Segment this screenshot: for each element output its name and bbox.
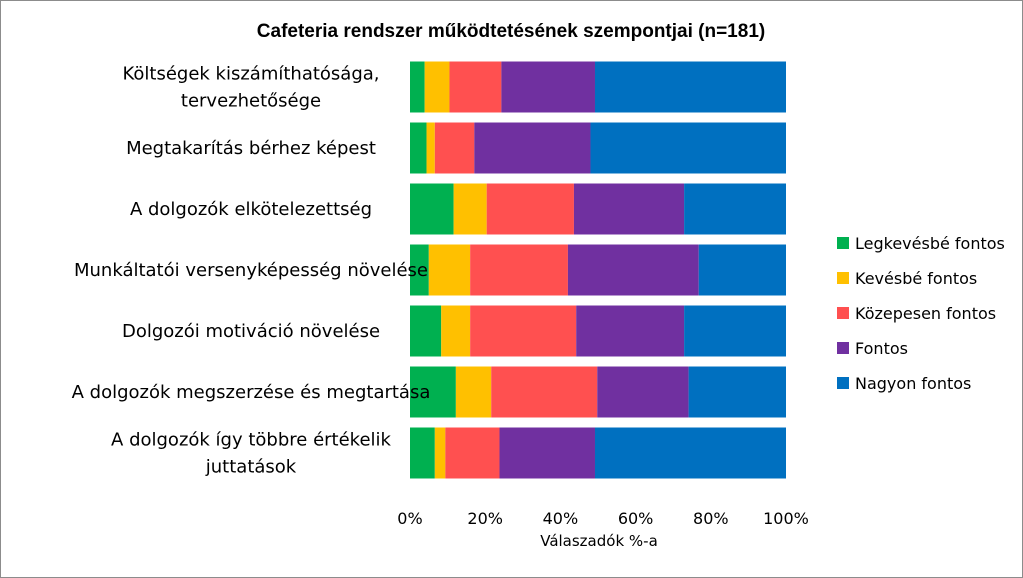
bar-segment-4-3 bbox=[470, 244, 568, 296]
category-label-1-line-1: Költségek kiszámíthatósága, bbox=[122, 64, 379, 85]
x-tick-label-1: 0% bbox=[397, 509, 422, 528]
category-labels: Költségek kiszámíthatósága, tervezhetőség… bbox=[72, 64, 431, 478]
legend-label-2: Kevésbé fontos bbox=[855, 269, 977, 288]
category-label-2: Megtakarítás bérhez képest bbox=[126, 138, 376, 159]
x-tick-label-4: 60% bbox=[618, 509, 654, 528]
bar-segment-7-1 bbox=[410, 427, 435, 479]
bar-segment-6-1 bbox=[410, 366, 456, 418]
bar-segment-2-3 bbox=[434, 122, 475, 174]
bar-segment-1-1 bbox=[410, 61, 425, 113]
category-label-4: Munkáltatói versenyképesség növelése bbox=[74, 260, 428, 281]
bar-segment-2-1 bbox=[410, 122, 427, 174]
bar-segment-6-5 bbox=[688, 366, 786, 418]
bar-segment-4-4 bbox=[567, 244, 699, 296]
category-label-6: A dolgozók megszerzése és megtartása bbox=[72, 382, 431, 403]
bar-segment-1-3 bbox=[449, 61, 502, 113]
category-label-7-line-2: juttatások bbox=[205, 457, 297, 478]
legend-label-3: Közepesen fontos bbox=[855, 304, 996, 323]
category-label-7-line-1: A dolgozók így többre értékelik bbox=[111, 430, 392, 451]
category-label-1-line-2: tervezhetősége bbox=[181, 91, 321, 112]
x-axis-ticks: 0% 20% 40% 60% 80% 100% bbox=[397, 509, 809, 528]
legend-label-1: Legkevésbé fontos bbox=[855, 234, 1005, 253]
bar-segment-5-3 bbox=[470, 305, 577, 357]
bar-segment-1-4 bbox=[501, 61, 595, 113]
x-axis-title: Válaszadók %-a bbox=[540, 532, 658, 550]
bar-segment-3-3 bbox=[486, 183, 574, 235]
bar-segment-6-4 bbox=[597, 366, 689, 418]
legend-swatch-4 bbox=[837, 342, 849, 354]
bar-segment-7-4 bbox=[499, 427, 595, 479]
bar-segment-4-5 bbox=[698, 244, 786, 296]
legend-swatch-3 bbox=[837, 307, 849, 319]
bar-segment-3-2 bbox=[453, 183, 487, 235]
bar-segment-2-2 bbox=[426, 122, 435, 174]
bar-segment-7-3 bbox=[445, 427, 500, 479]
bar-segment-1-2 bbox=[424, 61, 450, 113]
bar-segment-7-5 bbox=[594, 427, 786, 479]
x-tick-label-6: 100% bbox=[763, 509, 809, 528]
category-label-3: A dolgozók elkötelezettség bbox=[130, 199, 372, 220]
legend-label-4: Fontos bbox=[855, 339, 908, 358]
bar-segment-7-2 bbox=[434, 427, 446, 479]
bar-segment-4-2 bbox=[428, 244, 471, 296]
bar-segment-4-1 bbox=[410, 244, 429, 296]
legend-swatch-2 bbox=[837, 272, 849, 284]
bar-segment-5-5 bbox=[684, 305, 786, 357]
bar-segment-1-5 bbox=[594, 61, 786, 113]
legend: Legkevésbé fontos Kevésbé fontos Közepesen… bbox=[837, 234, 1005, 393]
bar-segment-2-4 bbox=[474, 122, 591, 174]
x-tick-label-2: 20% bbox=[467, 509, 503, 528]
bar-segment-5-2 bbox=[441, 305, 471, 357]
bar-segment-5-4 bbox=[576, 305, 685, 357]
legend-swatch-1 bbox=[837, 237, 849, 249]
bar-segment-2-5 bbox=[590, 122, 786, 174]
bar-segment-6-3 bbox=[491, 366, 598, 418]
legend-label-5: Nagyon fontos bbox=[855, 374, 971, 393]
bars-group bbox=[410, 61, 786, 479]
legend-swatch-5 bbox=[837, 377, 849, 389]
x-tick-label-3: 40% bbox=[543, 509, 579, 528]
bar-segment-5-1 bbox=[410, 305, 442, 357]
bar-segment-6-2 bbox=[455, 366, 492, 418]
bar-segment-3-1 bbox=[410, 183, 454, 235]
chart-title: Cafeteria rendszer működtetésének szempo… bbox=[257, 21, 765, 42]
bar-segment-3-5 bbox=[684, 183, 786, 235]
category-label-5: Dolgozói motiváció növelése bbox=[122, 321, 380, 342]
x-tick-label-5: 80% bbox=[693, 509, 729, 528]
bar-segment-3-4 bbox=[573, 183, 685, 235]
